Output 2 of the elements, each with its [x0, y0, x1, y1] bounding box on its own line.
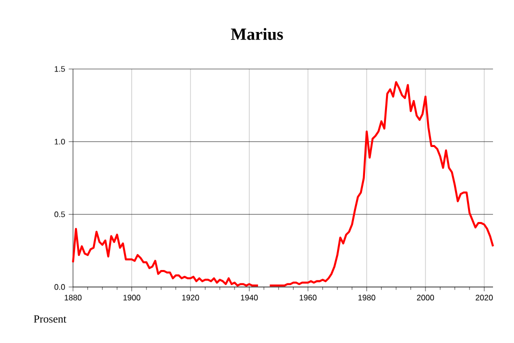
y-axis-title: Prosent — [34, 315, 66, 323]
chart-title: Marius — [230, 28, 283, 40]
